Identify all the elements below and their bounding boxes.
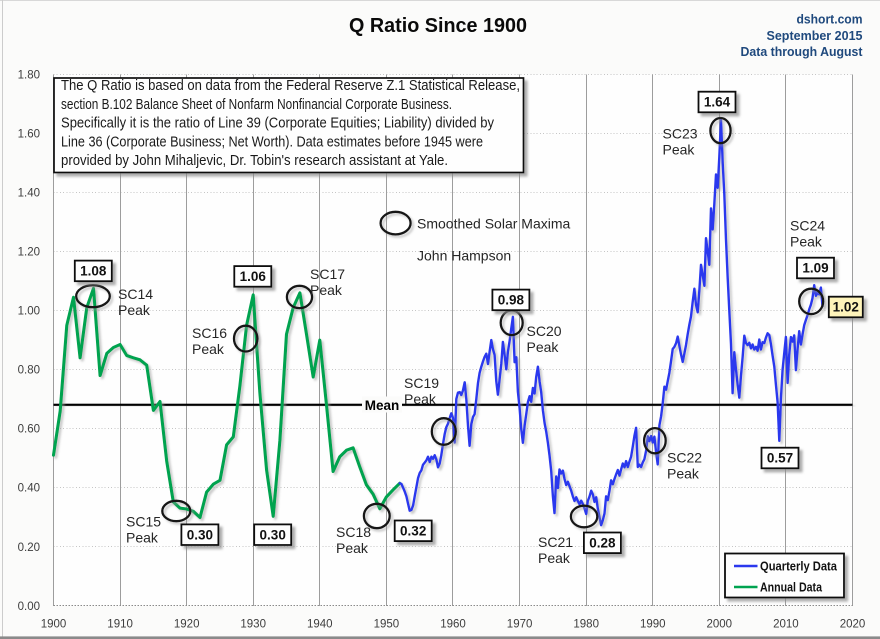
svg-text:Peak: Peak xyxy=(118,302,151,318)
svg-text:section B.102 Balance Sheet of: section B.102 Balance Sheet of Nonfarm N… xyxy=(61,97,452,113)
svg-text:Data through August: Data through August xyxy=(741,44,864,59)
svg-text:Smoothed Solar Maxima: Smoothed Solar Maxima xyxy=(417,216,571,232)
svg-text:1970: 1970 xyxy=(507,619,533,631)
svg-text:1.20: 1.20 xyxy=(18,247,40,259)
svg-text:SC20: SC20 xyxy=(527,323,562,339)
svg-text:Line 36 (Corporate Business; N: Line 36 (Corporate Business; Net Worth).… xyxy=(61,134,483,150)
svg-text:0.80: 0.80 xyxy=(18,365,40,377)
svg-text:1930: 1930 xyxy=(240,619,266,631)
svg-text:1.06: 1.06 xyxy=(240,269,267,284)
svg-text:SC23: SC23 xyxy=(663,126,698,142)
svg-text:1.80: 1.80 xyxy=(18,69,40,81)
svg-text:Peak: Peak xyxy=(310,282,343,298)
svg-text:0.00: 0.00 xyxy=(18,601,40,613)
svg-text:SC22: SC22 xyxy=(667,450,702,466)
svg-text:0.32: 0.32 xyxy=(400,524,426,539)
svg-text:Peak: Peak xyxy=(336,540,369,556)
svg-text:1910: 1910 xyxy=(107,619,133,631)
svg-text:SC24: SC24 xyxy=(790,218,825,234)
svg-text:1.09: 1.09 xyxy=(802,261,828,276)
svg-text:1.00: 1.00 xyxy=(18,306,40,318)
svg-text:Peak: Peak xyxy=(667,466,700,482)
svg-text:1.64: 1.64 xyxy=(704,95,731,110)
svg-text:Peak: Peak xyxy=(527,339,560,355)
svg-text:Annual Data: Annual Data xyxy=(760,581,823,595)
svg-text:2020: 2020 xyxy=(840,619,866,631)
svg-text:Peak: Peak xyxy=(663,142,696,158)
svg-text:1940: 1940 xyxy=(307,619,333,631)
svg-text:1.08: 1.08 xyxy=(80,264,107,279)
svg-text:1950: 1950 xyxy=(374,619,400,631)
svg-text:1.02: 1.02 xyxy=(833,300,859,315)
svg-text:0.40: 0.40 xyxy=(18,483,40,495)
svg-text:John Hampson: John Hampson xyxy=(417,248,511,264)
svg-text:Peak: Peak xyxy=(192,341,225,357)
svg-text:dshort.com: dshort.com xyxy=(797,12,863,27)
svg-text:provided by John Mihaljevic, D: provided by John Mihaljevic, Dr. Tobin's… xyxy=(61,153,448,169)
svg-text:SC17: SC17 xyxy=(310,266,345,282)
svg-text:Peak: Peak xyxy=(404,391,437,407)
svg-text:0.98: 0.98 xyxy=(498,293,525,308)
svg-text:Specifically it is the ratio o: Specifically it is the ratio of Line 39 … xyxy=(61,116,495,132)
svg-text:0.20: 0.20 xyxy=(18,542,40,554)
svg-text:The Q Ratio is based on data f: The Q Ratio is based on data from the Fe… xyxy=(61,78,520,94)
svg-text:1920: 1920 xyxy=(174,619,200,631)
svg-text:2000: 2000 xyxy=(707,619,733,631)
svg-text:SC18: SC18 xyxy=(336,524,371,540)
svg-text:Peak: Peak xyxy=(538,550,571,566)
svg-text:SC16: SC16 xyxy=(192,325,227,341)
svg-text:1990: 1990 xyxy=(640,619,666,631)
svg-text:0.57: 0.57 xyxy=(767,451,793,466)
svg-text:0.30: 0.30 xyxy=(260,527,286,542)
svg-text:Q Ratio Since 1900: Q Ratio Since 1900 xyxy=(349,15,527,37)
svg-text:SC15: SC15 xyxy=(126,514,161,530)
svg-text:0.28: 0.28 xyxy=(589,536,616,551)
svg-text:Peak: Peak xyxy=(790,234,823,250)
svg-text:1960: 1960 xyxy=(440,619,466,631)
svg-text:1900: 1900 xyxy=(41,619,67,631)
svg-text:0.30: 0.30 xyxy=(187,527,213,542)
svg-text:SC14: SC14 xyxy=(118,286,153,302)
svg-text:Peak: Peak xyxy=(126,530,159,546)
svg-text:SC21: SC21 xyxy=(538,534,573,550)
svg-text:September 2015: September 2015 xyxy=(767,28,863,43)
svg-text:2010: 2010 xyxy=(773,619,799,631)
svg-text:1.60: 1.60 xyxy=(18,128,40,140)
svg-text:Quarterly Data: Quarterly Data xyxy=(760,560,838,574)
svg-text:1.40: 1.40 xyxy=(18,188,40,200)
svg-text:SC19: SC19 xyxy=(404,375,439,391)
svg-text:1980: 1980 xyxy=(573,619,599,631)
svg-text:0.60: 0.60 xyxy=(18,424,40,436)
svg-text:Mean: Mean xyxy=(365,398,400,413)
